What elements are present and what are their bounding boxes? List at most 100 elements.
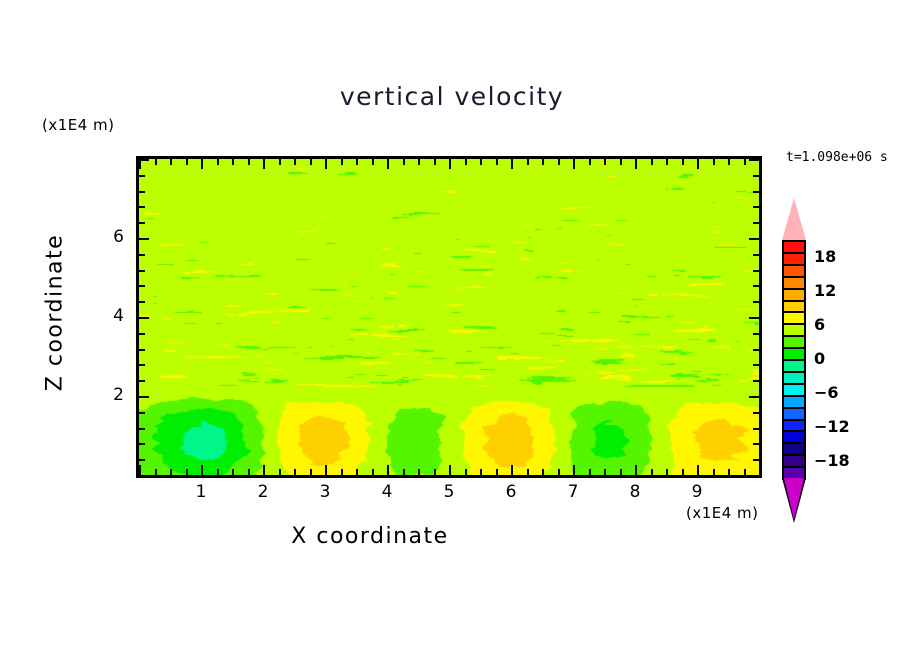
- colorbar-band: [782, 430, 806, 443]
- axis-tick: [449, 465, 451, 475]
- axis-tick: [604, 469, 606, 475]
- axis-tick: [247, 159, 250, 165]
- axis-tick: [759, 159, 761, 169]
- axis-tick: [464, 469, 467, 475]
- axis-tick: [728, 469, 730, 475]
- axis-tick: [371, 159, 374, 165]
- axis-tick: [325, 465, 327, 475]
- colorbar-tick-label: 6: [814, 315, 826, 334]
- axis-tick: [139, 159, 141, 169]
- axis-tick: [139, 364, 145, 367]
- axis-tick: [511, 465, 513, 475]
- axis-tick: [371, 469, 374, 475]
- axis-tick: [418, 469, 420, 475]
- colorbar-separator: [782, 240, 806, 242]
- axis-tick: [650, 469, 653, 475]
- axis-tick: [139, 238, 149, 240]
- page-title: vertical velocity: [339, 82, 565, 111]
- axis-tick: [154, 469, 157, 475]
- colorbar-band: [782, 311, 806, 324]
- axis-tick: [418, 159, 420, 165]
- axis-tick: [728, 159, 730, 165]
- colorbar-separator: [782, 382, 806, 385]
- axis-tick: [387, 465, 389, 475]
- axis-tick: [743, 159, 746, 165]
- colorbar-band: [782, 299, 806, 312]
- axis-tick: [325, 159, 327, 169]
- colorbar-separator: [782, 442, 806, 445]
- axis-tick: [495, 469, 498, 475]
- axis-tick: [753, 206, 759, 209]
- axis-tick: [402, 159, 405, 165]
- axis-tick: [139, 159, 149, 161]
- colorbar-separator: [782, 430, 806, 433]
- axis-tick: [681, 469, 684, 475]
- axis-tick: [619, 469, 622, 475]
- axis-tick: [635, 465, 637, 475]
- x-axis-tick-label: 4: [381, 482, 393, 502]
- axis-tick: [712, 159, 715, 165]
- axis-tick: [753, 427, 759, 430]
- axis-tick: [542, 469, 544, 475]
- colorbar-separator: [782, 311, 806, 314]
- axis-tick: [139, 253, 145, 256]
- colorbar-band: [782, 335, 806, 348]
- axis-tick: [340, 469, 343, 475]
- x-axis-tick-label: 8: [629, 482, 641, 502]
- axis-tick: [232, 159, 234, 165]
- axis-tick: [604, 159, 606, 165]
- colorbar-tick-label: 18: [814, 247, 837, 266]
- colorbar-separator: [782, 335, 806, 338]
- axis-tick: [511, 159, 513, 169]
- axis-tick: [139, 285, 145, 288]
- axis-tick: [557, 469, 560, 475]
- axis-tick: [216, 469, 219, 475]
- colorbar-under-arrow: [784, 478, 804, 520]
- axis-tick: [759, 465, 761, 475]
- axis-tick: [753, 443, 759, 446]
- axis-tick: [480, 469, 482, 475]
- axis-tick: [387, 159, 389, 169]
- colorbar-band: [782, 406, 806, 419]
- colorbar-separator: [782, 406, 806, 409]
- axis-tick: [278, 469, 281, 475]
- colorbar-band: [782, 359, 806, 372]
- axis-tick: [666, 159, 668, 165]
- axis-tick: [753, 222, 759, 225]
- axis-tick: [449, 159, 451, 169]
- axis-tick: [526, 159, 529, 165]
- axis-tick: [712, 469, 715, 475]
- timestamp-annotation: t=1.098e+06 s: [786, 150, 888, 165]
- axis-tick: [294, 159, 296, 165]
- axis-tick: [309, 469, 312, 475]
- axis-tick: [139, 427, 145, 430]
- axis-tick: [139, 206, 145, 209]
- colorbar-separator: [782, 263, 806, 266]
- y-axis-unit-label: (x1E4 m): [42, 116, 115, 134]
- axis-tick: [139, 475, 149, 477]
- y-axis-label: Z coordinate: [42, 233, 68, 392]
- axis-tick: [697, 159, 699, 169]
- colorbar-tick-label: −6: [814, 383, 839, 402]
- axis-tick: [356, 469, 358, 475]
- colorbar-band: [782, 382, 806, 396]
- x-axis-tick-label: 7: [567, 482, 579, 502]
- axis-tick: [619, 159, 622, 165]
- colorbar-band: [782, 394, 806, 408]
- axis-tick: [495, 159, 498, 165]
- colorbar-band: [782, 347, 806, 360]
- axis-tick: [753, 459, 759, 462]
- axis-tick: [201, 465, 203, 475]
- axis-tick: [753, 364, 759, 367]
- axis-tick: [216, 159, 219, 165]
- axis-tick: [139, 301, 145, 304]
- axis-tick: [139, 348, 145, 351]
- axis-tick: [749, 475, 759, 477]
- axis-tick: [749, 238, 759, 240]
- axis-tick: [139, 465, 141, 475]
- axis-tick: [749, 159, 759, 161]
- colorbar-over-arrow: [782, 198, 806, 240]
- axis-tick: [573, 465, 575, 475]
- colorbar-separator: [782, 251, 806, 254]
- colorbar-separator: [782, 323, 806, 326]
